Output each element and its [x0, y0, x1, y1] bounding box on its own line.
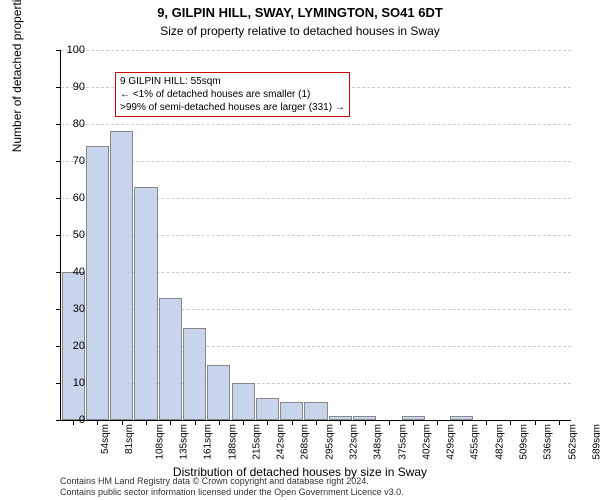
xtick-mark	[559, 420, 560, 425]
gridline	[61, 124, 571, 125]
gridline	[61, 161, 571, 162]
annotation-line3: >99% of semi-detached houses are larger …	[120, 101, 345, 114]
bar	[207, 365, 230, 421]
ytick-label: 40	[73, 266, 85, 278]
bar	[86, 146, 109, 420]
ytick-mark	[56, 161, 61, 162]
xtick-mark	[170, 420, 171, 425]
bar	[232, 383, 255, 420]
xtick-label: 562sqm	[567, 424, 578, 460]
xtick-label: 482sqm	[494, 424, 505, 460]
chart-container: 54sqm81sqm108sqm135sqm161sqm188sqm215sqm…	[60, 50, 570, 420]
chart-title-main: 9, GILPIN HILL, SWAY, LYMINGTON, SO41 6D…	[0, 5, 600, 20]
xtick-mark	[462, 420, 463, 425]
ytick-label: 20	[73, 340, 85, 352]
ytick-label: 70	[73, 155, 85, 167]
xtick-label: 322sqm	[349, 424, 360, 460]
ytick-mark	[56, 346, 61, 347]
bar	[256, 398, 279, 420]
ytick-label: 30	[73, 303, 85, 315]
ytick-mark	[56, 420, 61, 421]
xtick-label: 268sqm	[300, 424, 311, 460]
xtick-mark	[219, 420, 220, 425]
xtick-mark	[365, 420, 366, 425]
bar	[304, 402, 327, 421]
xtick-mark	[267, 420, 268, 425]
bar	[159, 298, 182, 420]
bar	[183, 328, 206, 421]
xtick-label: 348sqm	[373, 424, 384, 460]
ytick-mark	[56, 235, 61, 236]
bar	[110, 131, 133, 420]
ytick-label: 100	[67, 44, 85, 56]
xtick-label: 509sqm	[519, 424, 530, 460]
footer-attribution: Contains HM Land Registry data © Crown c…	[60, 476, 404, 498]
xtick-mark	[97, 420, 98, 425]
xtick-mark	[146, 420, 147, 425]
xtick-mark	[316, 420, 317, 425]
annotation-line2: ← <1% of detached houses are smaller (1)	[120, 88, 345, 101]
xtick-mark	[340, 420, 341, 425]
xtick-mark	[73, 420, 74, 425]
footer-line2: Contains public sector information licen…	[60, 487, 404, 498]
xtick-label: 242sqm	[276, 424, 287, 460]
xtick-mark	[195, 420, 196, 425]
xtick-label: 295sqm	[324, 424, 335, 460]
annotation-line1: 9 GILPIN HILL: 55sqm	[120, 75, 345, 88]
ytick-label: 60	[73, 192, 85, 204]
xtick-label: 108sqm	[154, 424, 165, 460]
bar	[134, 187, 157, 420]
annotation-box: 9 GILPIN HILL: 55sqm ← <1% of detached h…	[115, 72, 350, 117]
xtick-label: 429sqm	[446, 424, 457, 460]
ytick-mark	[56, 309, 61, 310]
ytick-mark	[56, 124, 61, 125]
ytick-mark	[56, 50, 61, 51]
ytick-mark	[56, 272, 61, 273]
xtick-label: 536sqm	[543, 424, 554, 460]
gridline	[61, 50, 571, 51]
ytick-label: 50	[73, 229, 85, 241]
xtick-label: 135sqm	[179, 424, 190, 460]
xtick-label: 81sqm	[124, 424, 135, 454]
xtick-mark	[292, 420, 293, 425]
xtick-label: 589sqm	[591, 424, 600, 460]
xtick-mark	[437, 420, 438, 425]
bar	[280, 402, 303, 421]
ytick-label: 10	[73, 377, 85, 389]
chart-title-sub: Size of property relative to detached ho…	[0, 24, 600, 38]
ytick-mark	[56, 383, 61, 384]
ytick-label: 90	[73, 81, 85, 93]
xtick-mark	[122, 420, 123, 425]
ytick-label: 0	[79, 414, 85, 426]
y-axis-label: Number of detached properties	[10, 0, 24, 152]
xtick-label: 188sqm	[227, 424, 238, 460]
xtick-label: 54sqm	[100, 424, 111, 454]
footer-line1: Contains HM Land Registry data © Crown c…	[60, 476, 404, 487]
ytick-mark	[56, 87, 61, 88]
xtick-label: 375sqm	[397, 424, 408, 460]
xtick-label: 215sqm	[251, 424, 262, 460]
xtick-mark	[389, 420, 390, 425]
xtick-mark	[535, 420, 536, 425]
ytick-mark	[56, 198, 61, 199]
ytick-label: 80	[73, 118, 85, 130]
xtick-label: 455sqm	[470, 424, 481, 460]
xtick-mark	[413, 420, 414, 425]
xtick-mark	[243, 420, 244, 425]
xtick-label: 161sqm	[203, 424, 214, 460]
xtick-label: 402sqm	[421, 424, 432, 460]
xtick-mark	[510, 420, 511, 425]
xtick-mark	[486, 420, 487, 425]
